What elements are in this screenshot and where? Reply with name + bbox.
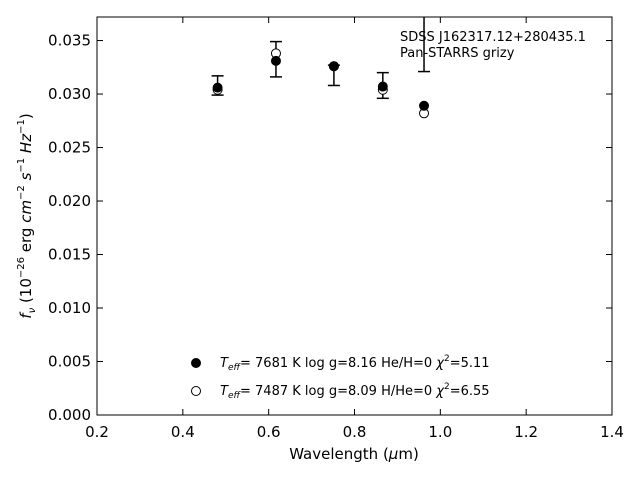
- x-tick-label: 0.2: [85, 423, 109, 441]
- x-axis-ticks: 0.2 0.4 0.6 0.8 1.0 1.2 1.4: [85, 17, 624, 441]
- x-tick-label: 0.8: [343, 423, 367, 441]
- x-tick-label: 0.6: [257, 423, 281, 441]
- legend-entry-2: Teff= 7487 K log g=8.09 H/He=0 χ2=6.55: [220, 382, 490, 401]
- y-tick-label: 0.005: [48, 353, 91, 371]
- legend-marker-filled: [191, 358, 201, 368]
- y-axis-label: fν (10−26 erg cm−2 s−1 Hz−1): [16, 113, 38, 318]
- model-point-filled: [212, 82, 223, 93]
- model-point-filled: [270, 55, 281, 66]
- model-point-filled: [419, 100, 430, 111]
- model-point-filled: [328, 61, 339, 72]
- y-tick-label: 0.000: [48, 406, 91, 424]
- y-tick-label: 0.025: [48, 139, 91, 157]
- model-point-filled: [377, 81, 388, 92]
- model-markers: [212, 48, 430, 119]
- legend: Teff= 7681 K log g=8.16 He/H=0 χ2=5.11 T…: [191, 354, 490, 401]
- y-tick-label: 0.010: [48, 299, 91, 317]
- x-tick-label: 0.4: [171, 423, 195, 441]
- legend-entry-1: Teff= 7681 K log g=8.16 He/H=0 χ2=5.11: [220, 354, 490, 373]
- y-tick-label: 0.030: [48, 85, 91, 103]
- y-tick-label: 0.015: [48, 246, 91, 264]
- error-bars: [211, 17, 431, 100]
- x-axis-label: Wavelength (μm): [289, 445, 419, 463]
- x-tick-label: 1.2: [514, 423, 538, 441]
- x-tick-label: 1.0: [428, 423, 452, 441]
- annotation-survey: Pan-STARRS grizy: [400, 46, 515, 61]
- legend-marker-open: [191, 386, 201, 396]
- y-tick-label: 0.035: [48, 32, 91, 50]
- annotation-object-name: SDSS J162317.12+280435.1: [400, 30, 586, 45]
- x-tick-label: 1.4: [600, 423, 624, 441]
- y-tick-label: 0.020: [48, 192, 91, 210]
- y-axis-ticks: 0.000 0.005 0.010 0.015 0.020 0.025 0.030 0.035: [48, 32, 612, 424]
